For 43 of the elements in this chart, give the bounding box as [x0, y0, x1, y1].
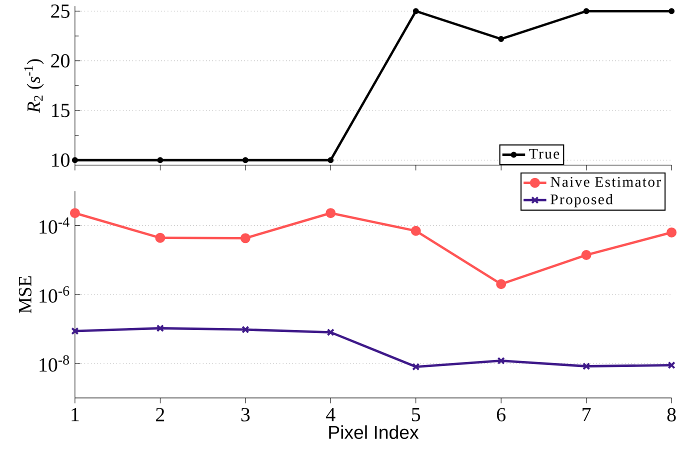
point	[581, 250, 592, 260]
y-tick-label: 10$^{-4}$	[40, 217, 70, 234]
y-tick-label: 25	[51, 4, 70, 18]
x-tick-label: 7	[582, 408, 591, 422]
y-tick-label: 10$^{-8}$	[40, 355, 70, 372]
point	[666, 228, 677, 238]
y-tick-label: 10	[52, 153, 70, 167]
y-axis-title: MSE	[18, 276, 32, 314]
point	[412, 363, 420, 371]
x-axis-title: Pixel Index	[329, 425, 419, 440]
x-tick-label: 3	[241, 408, 250, 422]
x-tick-label: 6	[496, 408, 506, 422]
point	[410, 226, 421, 236]
x-tick-label: 2	[156, 408, 164, 422]
point	[156, 324, 164, 332]
y-tick-label: 20	[51, 54, 70, 68]
point	[326, 208, 336, 218]
y-tick-label: 15	[52, 104, 70, 118]
x-tick-label: 5	[412, 408, 420, 422]
point	[582, 362, 590, 370]
legend-label: Naive Estimator	[550, 177, 661, 187]
point	[412, 8, 419, 14]
x-tick-label: 8	[667, 408, 676, 422]
point	[242, 157, 248, 164]
point	[583, 8, 590, 14]
y-tick-label: 10$^{-6}$	[40, 286, 70, 303]
point	[498, 36, 504, 42]
point	[242, 326, 250, 334]
x-tick-label: 1	[72, 408, 79, 422]
x-tick-label: 4	[326, 408, 336, 422]
point	[668, 8, 675, 14]
point	[240, 233, 250, 244]
point	[157, 157, 164, 164]
legend-label: True	[529, 149, 560, 159]
point	[496, 279, 506, 290]
point	[328, 157, 334, 164]
y-axis-title: R$_{2}$ (s$^{-1}$)	[24, 59, 44, 114]
point	[70, 208, 80, 218]
point	[497, 356, 505, 365]
legend-label: Proposed	[550, 194, 613, 208]
point	[155, 232, 166, 243]
point	[326, 328, 334, 336]
point	[72, 157, 78, 164]
